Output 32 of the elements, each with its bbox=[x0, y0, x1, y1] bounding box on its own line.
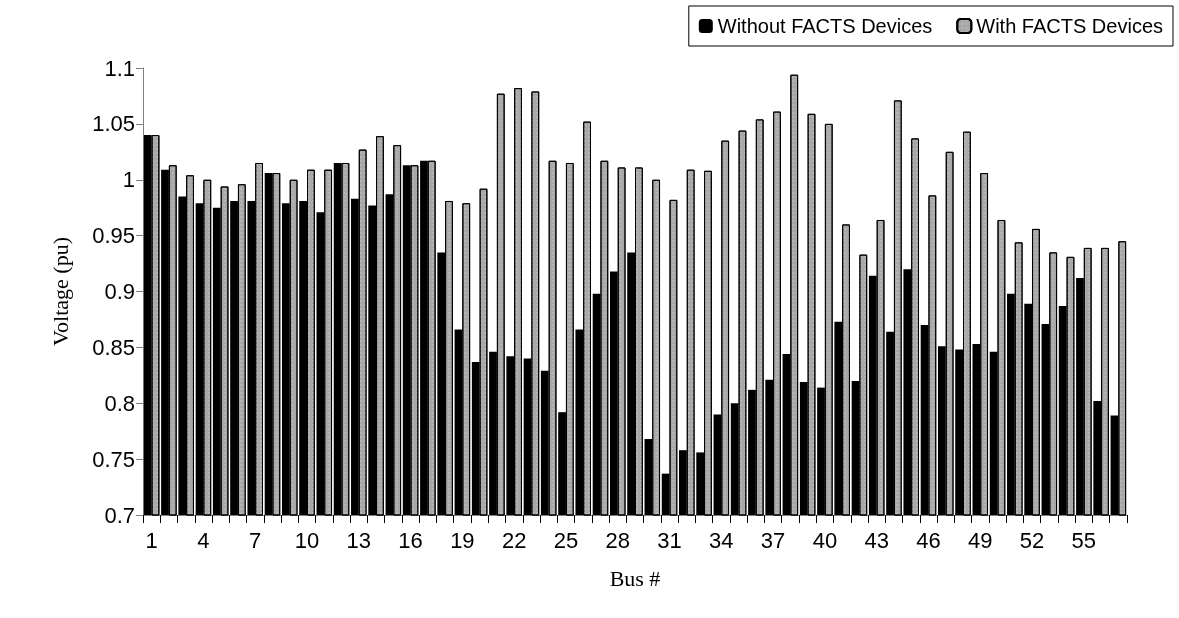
y-tick-label: 0.7 bbox=[104, 502, 135, 528]
y-tick-label: 0.9 bbox=[104, 279, 135, 304]
x-tick-label: 49 bbox=[968, 527, 993, 553]
x-tick-label: 13 bbox=[346, 527, 372, 553]
x-tick-label: 16 bbox=[398, 527, 423, 553]
x-tick-label: 4 bbox=[197, 527, 210, 553]
x-tick-label: 52 bbox=[1019, 527, 1045, 553]
x-tick-label: 37 bbox=[760, 527, 786, 553]
x-tick-label: 1 bbox=[145, 527, 158, 553]
x-axis-title: Bus # bbox=[609, 565, 661, 591]
x-tick-label: 10 bbox=[294, 527, 320, 553]
y-tick-label: 1.1 bbox=[104, 55, 135, 81]
x-tick-label: 55 bbox=[1071, 527, 1097, 553]
y-tick-label: 1 bbox=[122, 167, 135, 193]
y-tick-label: 0.95 bbox=[92, 223, 135, 249]
x-tick-label: 46 bbox=[916, 527, 941, 553]
y-tick-label: 0.75 bbox=[92, 446, 135, 472]
y-tick-label: 0.8 bbox=[104, 390, 135, 416]
x-tick-label: 43 bbox=[864, 527, 889, 553]
x-tick-label: 22 bbox=[501, 527, 527, 553]
y-tick-label: 0.85 bbox=[92, 334, 135, 360]
x-tick-label: 40 bbox=[812, 527, 838, 553]
y-tick-label: 1.05 bbox=[92, 111, 135, 137]
legend-label: With FACTS Devices bbox=[976, 15, 1163, 37]
x-tick-label: 31 bbox=[657, 527, 682, 553]
legend-label: Without FACTS Devices bbox=[717, 15, 933, 37]
y-axis-title: Voltage (pu) bbox=[47, 237, 73, 346]
x-tick-label: 19 bbox=[450, 527, 475, 553]
x-tick-label: 28 bbox=[605, 527, 630, 553]
x-tick-label: 25 bbox=[553, 527, 579, 553]
x-tick-label: 34 bbox=[709, 527, 734, 553]
x-tick-label: 7 bbox=[249, 527, 262, 553]
